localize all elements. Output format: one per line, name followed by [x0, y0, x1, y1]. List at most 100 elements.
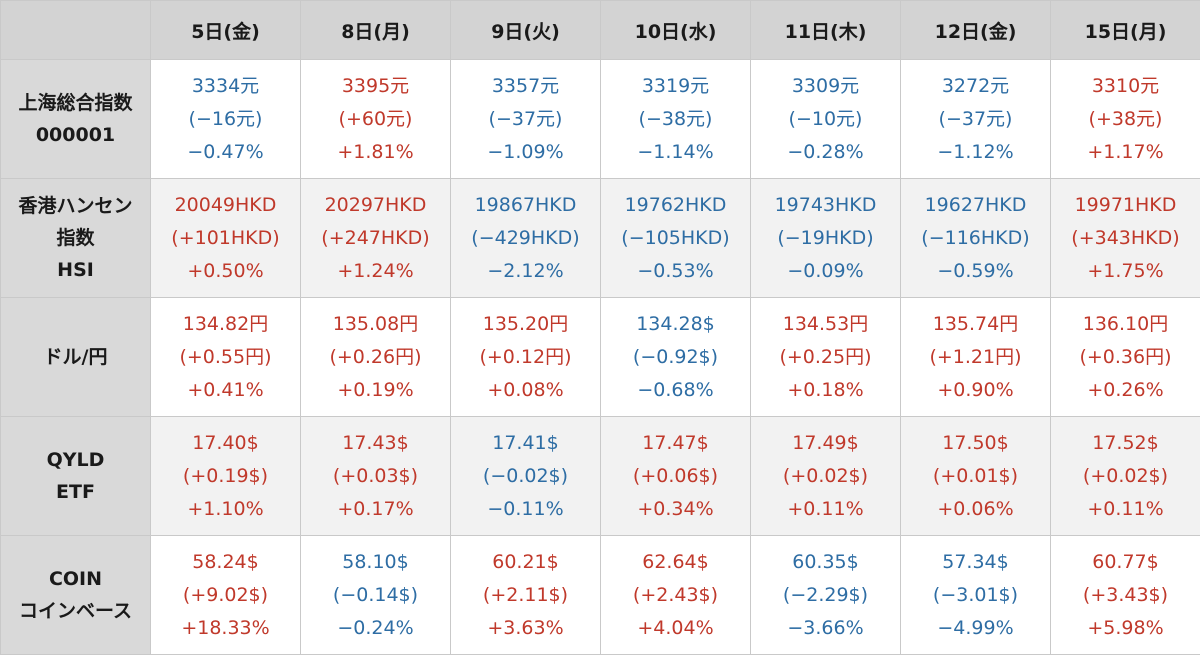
row-label-line: ドル/円	[43, 346, 108, 368]
quote-cell: 58.24$ (+9.02$) +18.33%	[150, 535, 301, 655]
price-value: 19971HKD	[1074, 193, 1177, 216]
corner-cell	[0, 0, 151, 60]
price-value: 3309元	[791, 74, 860, 97]
change-value: (−0.14$)	[332, 583, 419, 606]
row-label-line: 000001	[35, 124, 116, 146]
quote-cell: 3357元 (−37元) −1.09%	[450, 59, 601, 179]
row-label: COIN コインベース	[0, 535, 151, 655]
quote-cell: 19743HKD (−19HKD) −0.09%	[750, 178, 901, 298]
change-value: (−429HKD)	[471, 226, 580, 249]
change-percent: +0.08%	[487, 378, 564, 401]
change-value: (−2.29$)	[782, 583, 869, 606]
price-value: 134.53円	[782, 312, 869, 335]
price-value: 60.21$	[492, 550, 559, 573]
change-percent: +0.06%	[937, 497, 1014, 520]
change-percent: +4.04%	[637, 616, 714, 639]
change-value: (+0.03$)	[332, 464, 419, 487]
price-value: 58.10$	[342, 550, 409, 573]
change-percent: −0.09%	[787, 259, 864, 282]
day-header: 10日(水)	[600, 0, 751, 60]
price-value: 17.47$	[642, 431, 709, 454]
price-value: 62.64$	[642, 550, 709, 573]
change-percent: −1.12%	[937, 140, 1014, 163]
change-percent: +0.11%	[787, 497, 864, 520]
change-value: (+0.19$)	[182, 464, 269, 487]
change-percent: −2.12%	[487, 259, 564, 282]
change-value: (−0.02$)	[482, 464, 569, 487]
price-value: 19867HKD	[474, 193, 577, 216]
row-label: 香港ハンセン 指数 HSI	[0, 178, 151, 298]
change-value: (+2.43$)	[632, 583, 719, 606]
change-value: (−10元)	[788, 107, 863, 130]
price-value: 19762HKD	[624, 193, 727, 216]
quote-cell: 20297HKD (+247HKD) +1.24%	[300, 178, 451, 298]
change-value: (+247HKD)	[321, 226, 430, 249]
quote-cell: 136.10円 (+0.36円) +0.26%	[1050, 297, 1200, 417]
table-row: 上海総合指数 000001 3334元 (−16元) −0.47% 3395元 (+60元)…	[0, 59, 1200, 179]
change-percent: −0.47%	[187, 140, 264, 163]
quote-cell: 3334元 (−16元) −0.47%	[150, 59, 301, 179]
change-value: (+0.12円)	[479, 345, 572, 368]
price-value: 136.10円	[1082, 312, 1169, 335]
price-value: 135.74円	[932, 312, 1019, 335]
price-value: 19743HKD	[774, 193, 877, 216]
change-value: (+38元)	[1088, 107, 1163, 130]
change-value: (+60元)	[338, 107, 413, 130]
change-percent: +1.75%	[1087, 259, 1164, 282]
quote-cell: 19627HKD (−116HKD) −0.59%	[900, 178, 1051, 298]
change-percent: +1.24%	[337, 259, 414, 282]
quote-cell: 134.53円 (+0.25円) +0.18%	[750, 297, 901, 417]
change-value: (+0.06$)	[632, 464, 719, 487]
row-label-line: HSI	[57, 259, 94, 281]
change-percent: +0.18%	[787, 378, 864, 401]
change-percent: −1.14%	[637, 140, 714, 163]
price-value: 20297HKD	[324, 193, 427, 216]
quote-cell: 60.35$ (−2.29$) −3.66%	[750, 535, 901, 655]
price-value: 60.35$	[792, 550, 859, 573]
change-value: (+0.55円)	[179, 345, 272, 368]
price-value: 3334元	[191, 74, 260, 97]
quote-cell: 17.50$ (+0.01$) +0.06%	[900, 416, 1051, 536]
change-percent: +0.34%	[637, 497, 714, 520]
change-value: (−0.92$)	[632, 345, 719, 368]
quote-cell: 19867HKD (−429HKD) −2.12%	[450, 178, 601, 298]
row-label: 上海総合指数 000001	[0, 59, 151, 179]
change-value: (+3.43$)	[1082, 583, 1169, 606]
quote-cell: 3309元 (−10元) −0.28%	[750, 59, 901, 179]
price-value: 17.43$	[342, 431, 409, 454]
change-percent: +0.19%	[337, 378, 414, 401]
day-header: 8日(月)	[300, 0, 451, 60]
quote-cell: 3395元 (+60元) +1.81%	[300, 59, 451, 179]
change-percent: −4.99%	[937, 616, 1014, 639]
price-value: 60.77$	[1092, 550, 1159, 573]
quote-cell: 58.10$ (−0.14$) −0.24%	[300, 535, 451, 655]
day-header: 11日(木)	[750, 0, 901, 60]
change-value: (+0.36円)	[1079, 345, 1172, 368]
table-row: 香港ハンセン 指数 HSI 20049HKD (+101HKD) +0.50% 20297H…	[0, 178, 1200, 298]
change-percent: −0.68%	[637, 378, 714, 401]
quote-cell: 135.08円 (+0.26円) +0.19%	[300, 297, 451, 417]
change-percent: −0.11%	[487, 497, 564, 520]
change-value: (+0.25円)	[779, 345, 872, 368]
day-header: 12日(金)	[900, 0, 1051, 60]
change-percent: +18.33%	[181, 616, 270, 639]
change-value: (−37元)	[938, 107, 1013, 130]
change-value: (+9.02$)	[182, 583, 269, 606]
quote-cell: 3319元 (−38元) −1.14%	[600, 59, 751, 179]
change-percent: −1.09%	[487, 140, 564, 163]
price-value: 3310元	[1091, 74, 1160, 97]
change-value: (+0.02$)	[782, 464, 869, 487]
quote-cell: 19971HKD (+343HKD) +1.75%	[1050, 178, 1200, 298]
quote-cell: 134.82円 (+0.55円) +0.41%	[150, 297, 301, 417]
day-header: 15日(月)	[1050, 0, 1200, 60]
row-label: QYLD ETF	[0, 416, 151, 536]
quote-cell: 135.74円 (+1.21円) +0.90%	[900, 297, 1051, 417]
change-value: (−37元)	[488, 107, 563, 130]
quote-cell: 17.47$ (+0.06$) +0.34%	[600, 416, 751, 536]
row-label-line: コインベース	[18, 600, 133, 622]
day-header: 9日(火)	[450, 0, 601, 60]
quote-cell: 3310元 (+38元) +1.17%	[1050, 59, 1200, 179]
change-percent: +0.90%	[937, 378, 1014, 401]
change-percent: −3.66%	[787, 616, 864, 639]
change-percent: +0.11%	[1087, 497, 1164, 520]
